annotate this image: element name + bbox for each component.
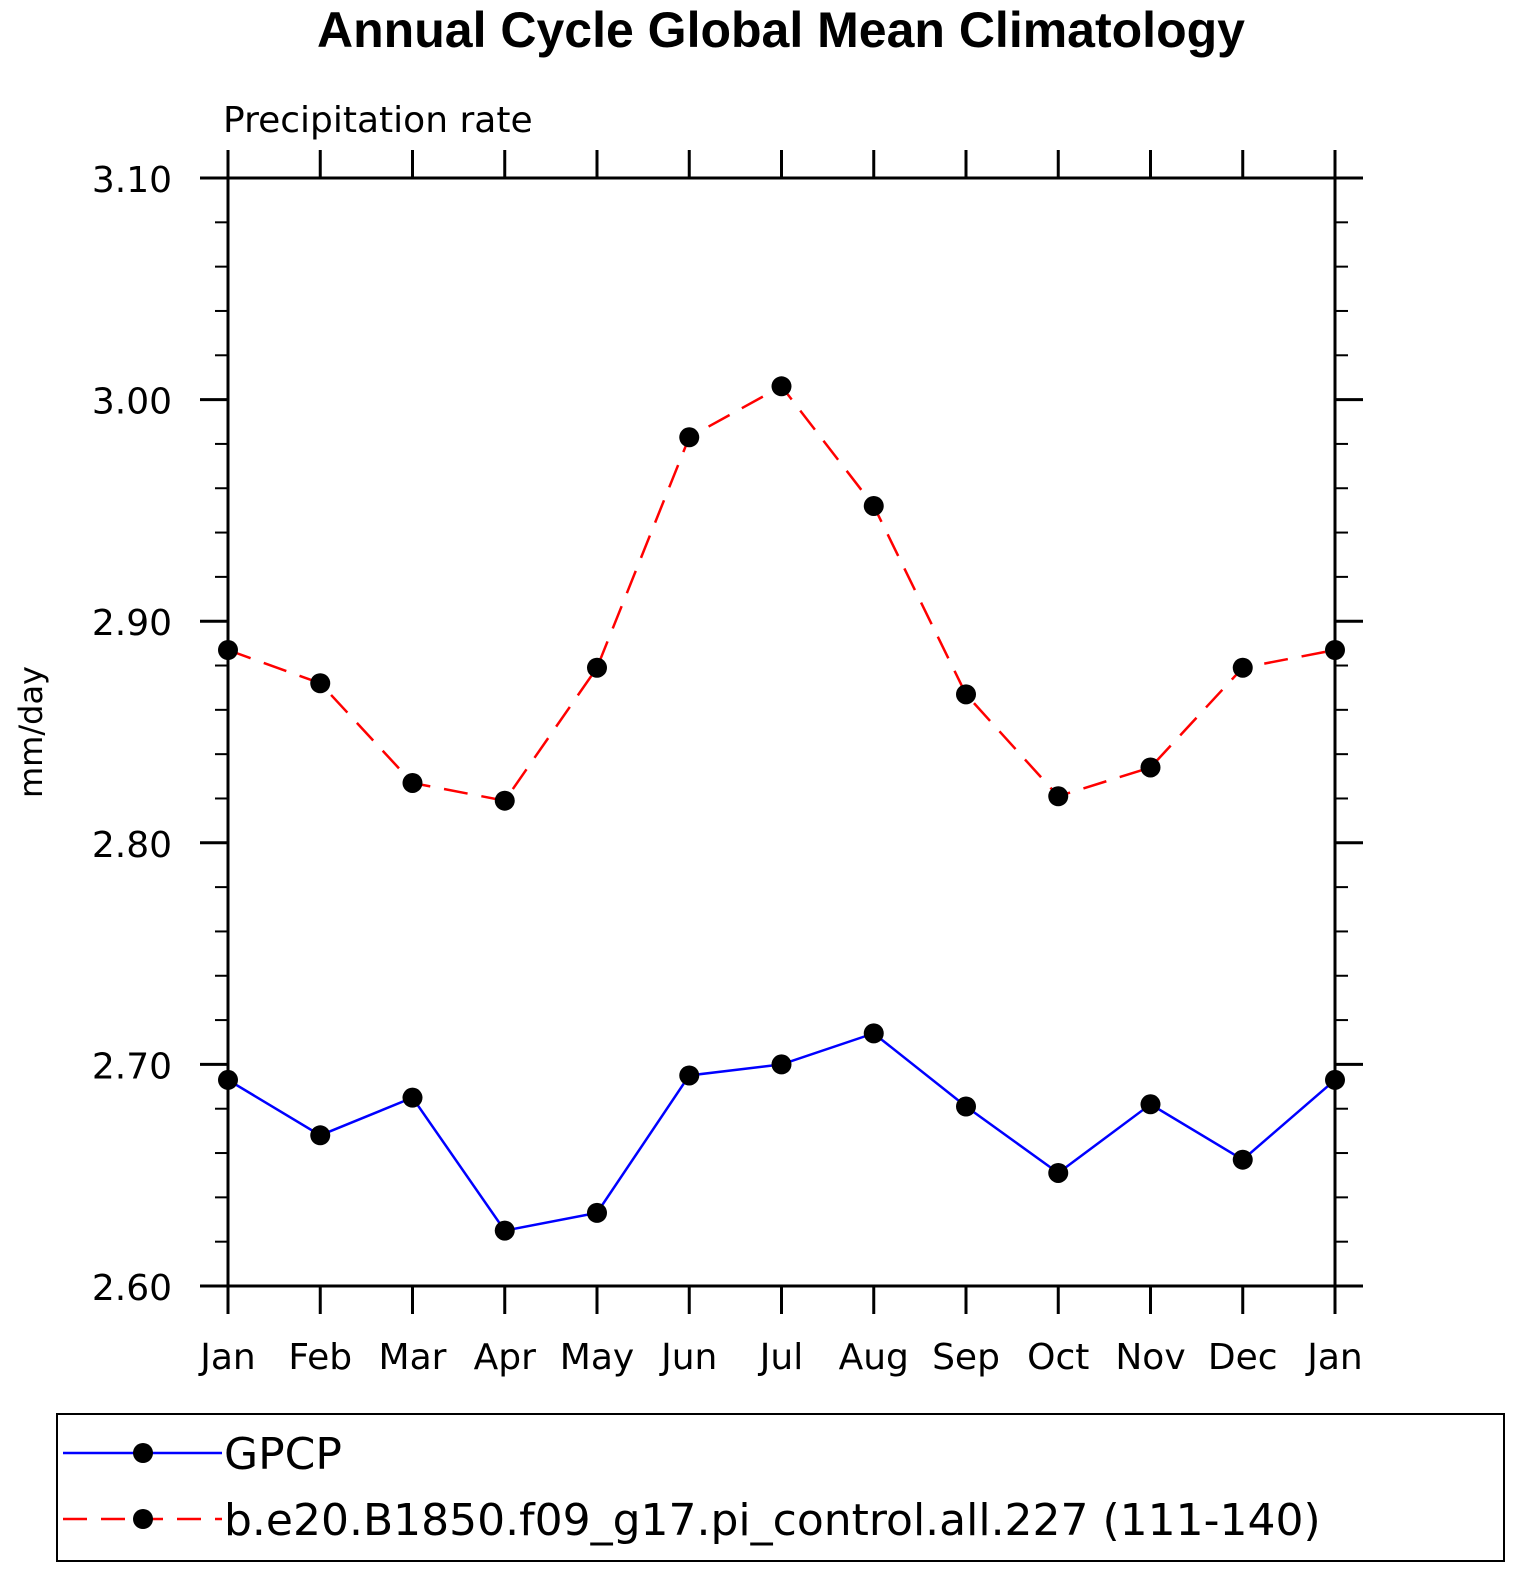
legend-label-2: b.e20.B1850.f09_g17.pi_control.all.227 (… <box>224 1495 1321 1546</box>
x-tick-label: Jun <box>659 1337 717 1378</box>
series-1-point <box>402 1087 423 1108</box>
axes: 2.60 2.70 2.80 2.90 3.00 3.10 Jan Feb Mar Apr May J… <box>92 150 1363 1378</box>
y-tick-label: 2.80 <box>92 825 172 866</box>
y-tick-label: 3.10 <box>92 160 172 201</box>
y-tick-label: 2.70 <box>92 1046 172 1087</box>
x-tick-label: Jan <box>1305 1337 1363 1378</box>
series-1-point <box>587 1202 607 1223</box>
series-2-point <box>771 376 792 397</box>
legend-box <box>56 1413 1505 1562</box>
x-tick-label: Mar <box>379 1337 447 1378</box>
series-2-point <box>1232 657 1253 678</box>
x-tick-label: Nov <box>1115 1337 1185 1378</box>
series-1-point <box>1140 1094 1161 1115</box>
series-1-point <box>956 1096 976 1117</box>
series-2-point <box>310 673 331 694</box>
y-axis-label: mm/day <box>12 666 50 798</box>
series-2-point <box>402 772 423 793</box>
series-2-point <box>218 640 238 661</box>
y-tick-label: 3.00 <box>92 382 172 423</box>
series-2-point <box>1325 640 1345 661</box>
series-2-point <box>494 790 515 811</box>
series-2-point <box>1048 786 1069 807</box>
series-2-point <box>956 684 976 705</box>
chart-subtitle: Precipitation rate <box>223 100 533 141</box>
x-tick-label: Feb <box>288 1337 352 1378</box>
legend: GPCP b.e20.B1850.f09_g17.pi_control.all.2… <box>63 1429 1321 1546</box>
x-tick-label: Oct <box>1027 1337 1089 1378</box>
series-1-point <box>310 1125 331 1146</box>
series-1-point <box>1048 1162 1069 1183</box>
legend-label-1: GPCP <box>224 1429 342 1480</box>
legend-marker-2 <box>133 1509 153 1529</box>
series-1-point <box>494 1220 515 1241</box>
x-tick-label: May <box>560 1337 634 1378</box>
series-line-2 <box>227 384 1336 803</box>
legend-marker-1 <box>133 1443 153 1463</box>
series-1-point <box>863 1023 884 1044</box>
x-tick-label: Dec <box>1208 1337 1278 1378</box>
series-2-point <box>1140 757 1161 778</box>
series-1-point <box>1325 1069 1345 1090</box>
y-tick-label: 2.90 <box>92 603 172 644</box>
series-layer <box>218 376 1345 1241</box>
chart-title: Annual Cycle Global Mean Climatology <box>317 2 1245 58</box>
series-2-point <box>863 495 884 516</box>
plot-frame <box>226 176 1337 1288</box>
series-1-point <box>1232 1149 1253 1170</box>
x-tick-label: Aug <box>839 1337 909 1378</box>
series-2-point <box>587 657 607 678</box>
x-tick-label: Sep <box>932 1337 1000 1378</box>
x-tick-label: Apr <box>474 1337 536 1378</box>
x-tick-label: Jan <box>198 1337 256 1378</box>
series-2-point <box>679 427 700 448</box>
series-1-point <box>218 1069 238 1090</box>
series-1-point <box>679 1065 700 1086</box>
y-tick-label: 2.60 <box>92 1268 172 1309</box>
series-1-point <box>771 1054 792 1075</box>
x-tick-label: Jul <box>758 1337 803 1378</box>
